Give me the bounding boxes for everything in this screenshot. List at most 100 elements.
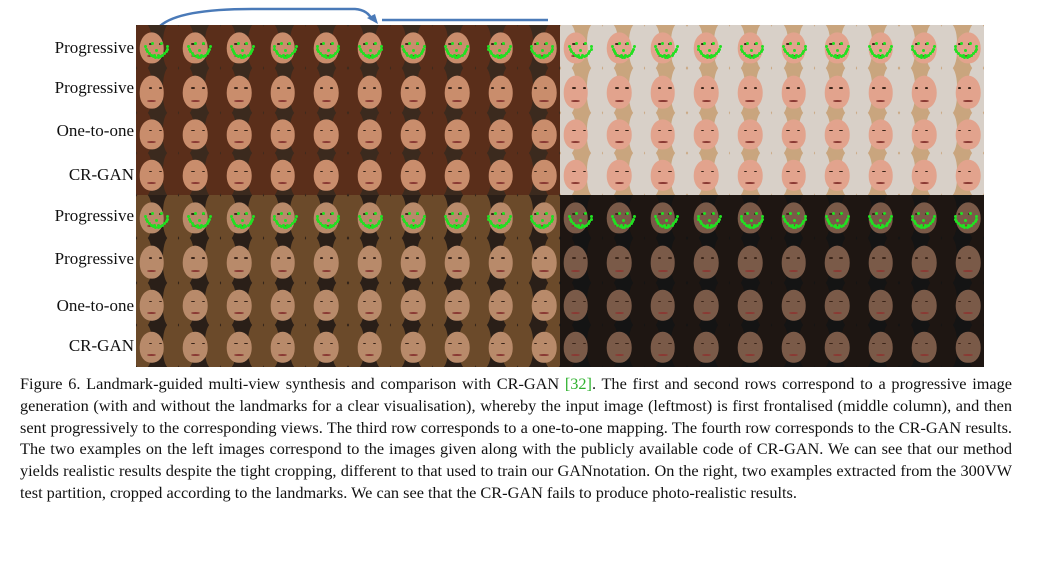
mouth-shape — [788, 269, 799, 272]
landmark-point — [551, 215, 555, 219]
landmark-point — [158, 225, 162, 229]
hair-shape — [629, 68, 645, 113]
eye-shape — [872, 256, 876, 259]
landmark-point — [151, 212, 155, 216]
landmark-point — [717, 217, 721, 221]
mouth-shape — [701, 182, 712, 185]
eye-shape — [501, 256, 505, 259]
landmark-point — [242, 225, 246, 229]
eye-shape — [914, 342, 919, 345]
landmark-point — [459, 42, 463, 46]
hair-shape — [432, 283, 449, 325]
landmark-point — [458, 225, 462, 229]
mouth-shape — [321, 99, 331, 102]
landmark-point — [508, 47, 511, 51]
landmark-point — [632, 217, 636, 221]
face-thumbnail — [644, 325, 688, 367]
face-shape — [563, 159, 588, 191]
landmark-point — [251, 217, 255, 221]
landmark-point — [506, 50, 510, 54]
landmark-point — [932, 45, 936, 49]
landmark-point — [838, 54, 842, 58]
arrow-head — [367, 14, 378, 24]
eye-shape — [839, 300, 843, 303]
landmark-point — [627, 54, 631, 58]
face-thumbnail — [771, 153, 815, 195]
landmark-point — [196, 224, 200, 228]
landmark-point — [322, 212, 326, 216]
landmark-point — [334, 52, 338, 56]
eye-shape — [668, 342, 672, 345]
landmark-point — [973, 50, 977, 54]
landmark-point — [291, 222, 295, 226]
landmark-point — [756, 224, 760, 228]
landmark-point — [282, 55, 286, 59]
landmark-point — [746, 212, 750, 216]
hair-shape — [814, 68, 830, 113]
face-thumbnail — [390, 325, 433, 367]
eye-shape — [372, 300, 377, 303]
eye-shape — [914, 129, 919, 132]
mouth-shape — [658, 141, 668, 143]
mouth-shape — [147, 354, 157, 357]
landmark-point — [465, 217, 469, 221]
face-thumbnail — [220, 195, 264, 238]
hair-shape — [517, 283, 534, 325]
eye-shape — [572, 213, 576, 215]
face-shape — [226, 75, 252, 109]
landmark-point — [539, 225, 543, 229]
hair-shape — [432, 113, 449, 153]
eye-shape — [244, 300, 248, 303]
landmark-point — [967, 225, 971, 229]
face-thumbnail — [136, 25, 179, 68]
hair-shape — [629, 25, 645, 68]
landmark-point — [239, 225, 243, 229]
face-thumbnail — [856, 153, 900, 195]
face-shape — [607, 75, 632, 109]
landmark-point — [629, 52, 633, 56]
mouth-shape — [452, 141, 462, 143]
eye-shape — [415, 342, 419, 345]
landmark-point — [146, 220, 150, 224]
landmark-point — [709, 54, 713, 58]
eye-shape — [201, 342, 205, 345]
face-thumbnail — [729, 25, 772, 68]
face-thumbnail — [263, 25, 306, 68]
face-shape — [488, 159, 513, 191]
landmark-point — [627, 224, 631, 228]
citation-link[interactable]: [32] — [564, 374, 592, 393]
eye-shape — [405, 86, 409, 89]
face-thumbnail — [178, 238, 221, 283]
face-shape — [357, 119, 383, 149]
eye-shape — [753, 170, 758, 173]
landmark-point — [577, 224, 581, 228]
face-shape — [955, 75, 981, 109]
face-shape — [955, 159, 981, 191]
landmark-point — [162, 52, 166, 56]
hair-shape — [713, 195, 730, 238]
landmark-point — [754, 212, 758, 216]
mouth-shape — [919, 312, 930, 315]
landmark-point — [925, 225, 929, 229]
landmark-point — [889, 215, 893, 219]
eye-shape — [490, 342, 495, 345]
landmark-point — [531, 50, 535, 54]
landmark-point — [499, 224, 503, 228]
mouth-shape — [495, 269, 506, 272]
landmark-point — [287, 212, 291, 216]
mouth-shape — [452, 182, 462, 185]
eye-shape — [700, 300, 705, 303]
landmark-point — [590, 215, 594, 219]
landmark-point — [165, 47, 169, 51]
face-thumbnail — [941, 283, 984, 325]
landmark-point — [626, 42, 630, 46]
eye-shape — [658, 43, 662, 45]
landmark-point — [783, 47, 786, 51]
landmark-point — [841, 224, 845, 228]
landmark-point — [153, 224, 157, 228]
eye-shape — [882, 342, 886, 345]
landmark-point — [198, 49, 202, 53]
landmark-point — [569, 217, 572, 221]
eye-shape — [244, 86, 248, 89]
landmark-point — [492, 224, 496, 228]
